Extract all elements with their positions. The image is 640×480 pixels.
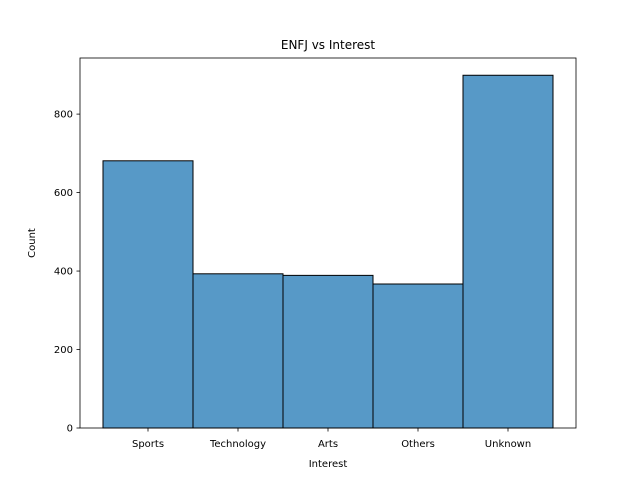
x-axis-ticks: Sports Technology Arts Others Unknown — [132, 428, 531, 450]
bar-unknown — [463, 75, 553, 428]
bar-arts — [283, 275, 373, 428]
bar-sports — [103, 161, 193, 428]
x-tick-label: Unknown — [485, 439, 531, 450]
x-tick-label: Others — [401, 439, 435, 450]
y-tick-label: 800 — [54, 110, 73, 121]
bars — [103, 75, 553, 428]
chart-title: ENFJ vs Interest — [281, 38, 376, 52]
x-tick-label: Technology — [209, 439, 266, 450]
x-tick-label: Arts — [318, 439, 338, 450]
bar-technology — [193, 274, 283, 428]
x-axis-label: Interest — [309, 459, 348, 470]
y-axis-label: Count — [27, 228, 38, 258]
y-axis-ticks: 0 200 400 600 800 — [54, 110, 80, 435]
x-tick-label: Sports — [132, 439, 164, 450]
y-tick-label: 400 — [54, 267, 73, 278]
y-tick-label: 0 — [67, 424, 73, 435]
bar-others — [373, 284, 463, 428]
y-tick-label: 200 — [54, 345, 73, 356]
y-tick-label: 600 — [54, 188, 73, 199]
